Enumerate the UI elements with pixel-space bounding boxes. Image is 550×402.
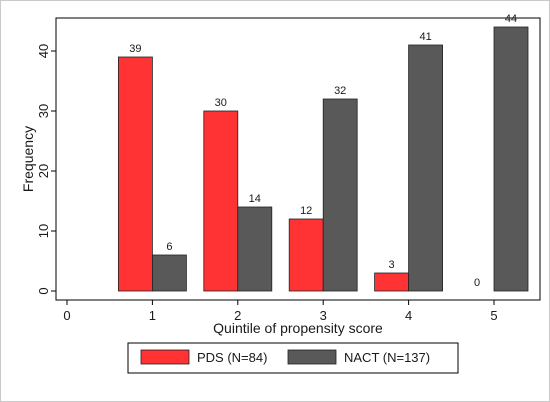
bars-layer [118, 26, 529, 292]
data-label-pds-q3: 12 [300, 205, 312, 217]
y-tick-label: 20 [36, 164, 51, 178]
y-tick-label: 10 [36, 224, 51, 238]
data-label-nact-q4: 41 [419, 31, 431, 43]
data-label-pds-q4: 3 [389, 259, 395, 271]
legend: PDS (N=84) NACT (N=137) [127, 342, 459, 374]
legend-label-nact: NACT (N=137) [344, 350, 430, 365]
data-label-pds-q1: 39 [129, 43, 141, 55]
legend-swatch-pds [140, 349, 190, 365]
data-label-nact-q1: 6 [166, 241, 172, 253]
data-label-nact-q5: 44 [505, 13, 517, 25]
bar-nact-q1 [151, 254, 187, 292]
y-axis: 0 10 20 30 40 [36, 44, 56, 295]
x-axis: 0 1 2 3 4 5 [63, 300, 498, 323]
y-tick-label: 40 [36, 44, 51, 58]
data-label-pds-q5: 0 [474, 277, 480, 289]
x-axis-title: Quintile of propensity score [213, 320, 383, 336]
data-label-nact-q3: 32 [334, 85, 346, 97]
bar-pds-q2 [203, 110, 239, 292]
y-tick-label: 0 [36, 287, 51, 294]
x-tick-label: 4 [405, 308, 412, 323]
y-tick-label: 30 [36, 104, 51, 118]
bar-nact-q5 [493, 26, 529, 292]
x-tick-label: 3 [320, 308, 327, 323]
y-axis-title: Frequency [20, 126, 36, 192]
x-tick-label: 5 [490, 308, 497, 323]
legend-label-pds: PDS (N=84) [197, 350, 267, 365]
bar-nact-q4 [408, 44, 444, 292]
data-label-pds-q2: 30 [215, 97, 227, 109]
bar-nact-q2 [237, 206, 273, 292]
data-label-nact-q2: 14 [249, 193, 261, 205]
bar-pds-q4 [374, 272, 410, 292]
bar-pds-q3 [288, 218, 324, 292]
x-tick-label: 1 [149, 308, 156, 323]
x-tick-label: 0 [63, 308, 70, 323]
legend-swatch-nact [287, 349, 337, 365]
bar-pds-q1 [118, 56, 153, 292]
bar-nact-q3 [322, 98, 358, 292]
x-tick-label: 2 [234, 308, 241, 323]
